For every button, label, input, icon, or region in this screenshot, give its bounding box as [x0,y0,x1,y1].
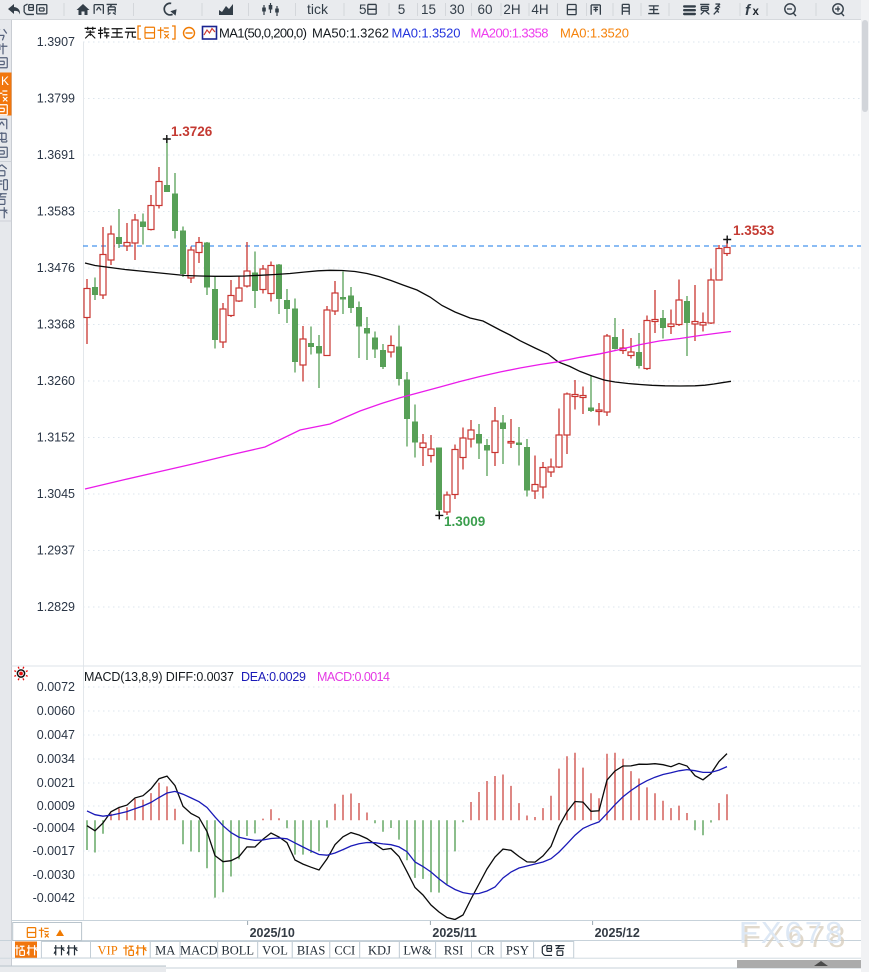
svg-text:tick: tick [307,1,329,17]
svg-text:FX678: FX678 [742,919,848,954]
svg-text:x: x [753,6,760,18]
svg-text:60: 60 [477,2,492,17]
svg-text:2025/10: 2025/10 [250,926,295,940]
svg-text:30: 30 [449,2,464,17]
svg-text:MA1(50,0,200,0): MA1(50,0,200,0) [219,26,307,41]
svg-text:0.0060: 0.0060 [37,704,75,718]
svg-text:1.3907: 1.3907 [37,35,75,49]
svg-text:1.3045: 1.3045 [37,487,75,501]
svg-text:5: 5 [359,2,367,17]
svg-text:0.0072: 0.0072 [37,680,75,694]
svg-text:0.0021: 0.0021 [37,776,75,790]
svg-text:2025/11: 2025/11 [432,926,477,940]
svg-text:f: f [745,2,752,19]
svg-text:MACD: MACD [180,944,218,958]
svg-text:BOLL: BOLL [221,944,254,958]
svg-text:1.3691: 1.3691 [37,148,75,162]
svg-text:MA: MA [155,944,175,958]
svg-text:0.0047: 0.0047 [37,728,75,742]
svg-text:-0.0042: -0.0042 [33,891,75,905]
svg-text:4H: 4H [531,2,548,17]
svg-text:1.2829: 1.2829 [37,600,75,614]
svg-text:DEA:0.0029: DEA:0.0029 [241,670,306,684]
svg-text:-0.0030: -0.0030 [33,868,75,882]
svg-text:-0.0004: -0.0004 [33,821,75,835]
svg-text:VOL: VOL [262,944,288,958]
svg-text:2H: 2H [503,2,520,17]
svg-text:CR: CR [478,944,495,958]
svg-text:1.3799: 1.3799 [37,92,75,106]
svg-text:1.3368: 1.3368 [37,318,75,332]
svg-text:MA200:1.3358: MA200:1.3358 [471,26,549,41]
svg-text:MA0:1.3520: MA0:1.3520 [392,26,461,41]
svg-text:LW&: LW& [403,944,432,958]
svg-text:1.3533: 1.3533 [733,223,775,238]
svg-text:2025/12: 2025/12 [595,926,640,940]
svg-text:1.3009: 1.3009 [444,514,485,529]
svg-text:MACD(13,8,9) DIFF:0.0037: MACD(13,8,9) DIFF:0.0037 [84,670,234,684]
svg-text:FX678: FX678 [739,915,845,950]
svg-text:K: K [1,74,9,88]
svg-text:0.0009: 0.0009 [37,799,75,813]
svg-text:1.2937: 1.2937 [37,544,75,558]
svg-text:1.3152: 1.3152 [37,431,75,445]
svg-text:VIP: VIP [98,944,118,958]
svg-text:1.3583: 1.3583 [37,205,75,219]
svg-text:PSY: PSY [506,944,529,958]
svg-text:-0.0017: -0.0017 [33,844,75,858]
svg-text:1.3726: 1.3726 [171,124,213,139]
svg-text:1.3260: 1.3260 [37,374,75,388]
svg-text:5: 5 [398,2,406,17]
svg-text:CCI: CCI [334,944,355,958]
svg-text:MA0:1.3520: MA0:1.3520 [560,26,629,41]
svg-text:1.3476: 1.3476 [37,261,75,275]
svg-text:BIAS: BIAS [297,944,326,958]
svg-text:MA50:1.3262: MA50:1.3262 [312,26,389,41]
svg-text:15: 15 [421,2,436,17]
svg-text:RSI: RSI [444,944,463,958]
svg-text:MACD:0.0014: MACD:0.0014 [317,670,390,684]
svg-text:0.0034: 0.0034 [37,752,75,766]
svg-text:KDJ: KDJ [368,944,391,958]
